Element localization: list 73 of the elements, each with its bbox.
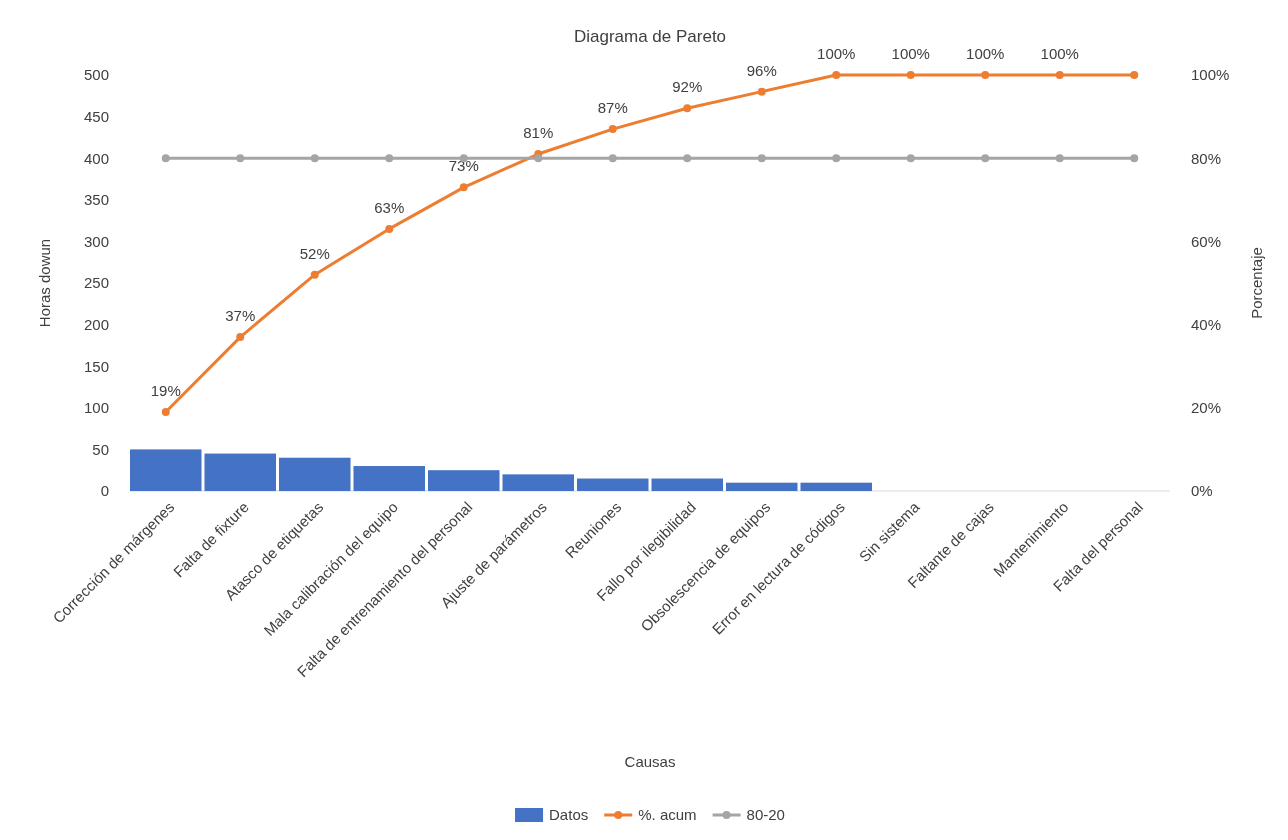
bar — [502, 474, 575, 491]
point — [608, 125, 617, 134]
y-tick-label: 450 — [83, 107, 109, 125]
point — [236, 154, 245, 163]
bar — [800, 482, 873, 491]
point — [832, 154, 841, 163]
legend-label: Datos — [549, 806, 589, 823]
data-label: 96% — [746, 61, 777, 79]
data-label: 100% — [966, 45, 1005, 62]
point — [757, 87, 766, 96]
point — [385, 224, 394, 233]
y-tick-label: 300 — [83, 232, 109, 250]
y-tick-label: 250 — [83, 274, 109, 292]
point — [906, 71, 915, 79]
data-label: 100% — [891, 45, 930, 62]
y2-tick-label: 100% — [1191, 66, 1230, 84]
point — [906, 154, 915, 163]
y2-tick-label: 80% — [1191, 149, 1222, 167]
data-label: 19% — [150, 381, 181, 399]
point — [385, 154, 394, 163]
legend-label: %. acum — [638, 806, 697, 823]
data-label: 37% — [225, 307, 256, 325]
y2-tick-label: 60% — [1191, 232, 1222, 250]
y2-tick-label: 40% — [1191, 315, 1222, 333]
point — [1055, 71, 1064, 79]
data-label: 63% — [374, 198, 405, 216]
x-axis-title: Causas — [624, 753, 676, 770]
point — [981, 71, 990, 79]
y-tick-label: 150 — [83, 357, 109, 375]
bar — [725, 482, 798, 491]
bar — [204, 453, 277, 491]
y-tick-label: 0 — [100, 482, 109, 500]
y2-tick-label: 20% — [1191, 399, 1222, 417]
data-label: 73% — [448, 157, 479, 175]
point — [310, 154, 319, 163]
chart-title: Diagrama de Pareto — [573, 27, 727, 46]
bar — [279, 457, 351, 491]
data-label: 52% — [299, 244, 330, 262]
bar — [576, 478, 649, 491]
y2-tick-label: 0% — [1191, 482, 1213, 500]
y-tick-label: 50 — [92, 440, 109, 458]
point — [683, 104, 692, 113]
bar — [651, 478, 724, 491]
point — [981, 154, 990, 163]
legend-label: 80-20 — [746, 806, 785, 823]
point — [683, 154, 692, 163]
y-axis-title: Horas dowun — [36, 238, 53, 328]
data-label: 100% — [1040, 45, 1079, 62]
point — [534, 154, 543, 163]
y-tick-label: 500 — [83, 66, 109, 84]
point — [236, 333, 245, 342]
point — [1130, 154, 1139, 163]
bar — [353, 466, 426, 491]
y-tick-label: 100 — [83, 399, 109, 417]
data-label: 92% — [672, 78, 703, 96]
data-label: 100% — [817, 45, 856, 62]
point — [1055, 154, 1064, 163]
y2-axis-title: Porcentaje — [1248, 247, 1265, 319]
point — [757, 154, 766, 163]
point — [832, 71, 841, 79]
point — [161, 154, 170, 163]
point — [1130, 71, 1139, 79]
point — [310, 270, 319, 279]
bar — [130, 449, 202, 491]
data-label: 81% — [523, 124, 554, 142]
bar — [427, 470, 500, 491]
point — [608, 154, 617, 163]
point — [459, 183, 468, 192]
data-label: 87% — [597, 99, 628, 117]
point — [161, 407, 170, 416]
y-tick-label: 400 — [83, 149, 109, 167]
y-tick-label: 350 — [83, 191, 109, 209]
y-tick-label: 200 — [83, 315, 109, 333]
